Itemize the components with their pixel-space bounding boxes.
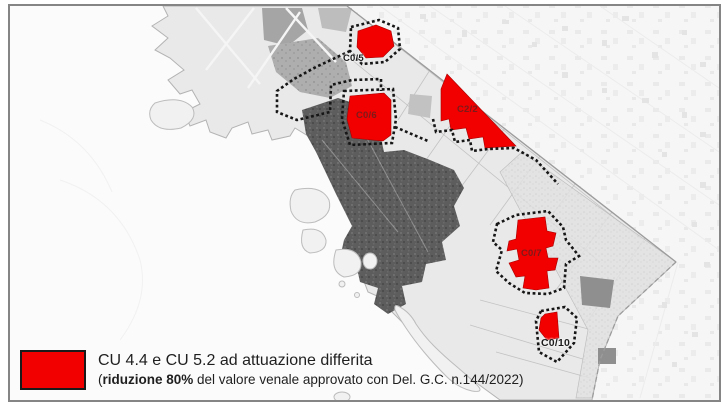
red-zones [346, 24, 560, 341]
lagoon-islands [149, 99, 481, 400]
roads [195, 7, 337, 89]
zone-c0-10-polygon [538, 311, 560, 341]
zone-label-c0-7: C0/7 [521, 248, 542, 259]
zone-label-c2-2: C2/2 [457, 104, 478, 115]
legend-red-swatch [20, 350, 86, 390]
zone-label-c0-6: C0/6 [356, 110, 377, 121]
water-contours [39, 119, 143, 341]
map-canvas [10, 6, 719, 400]
legend-title: CU 4.4 e CU 5.2 ad attuazione differita [98, 352, 373, 369]
map-frame: C0/5 C0/6 C2/2 C0/7 C0/10 CU 4.4 e CU 5.… [8, 4, 721, 402]
faded-outside-area [347, 6, 719, 400]
municipal-boundary-dashed [591, 261, 677, 400]
municipal-boundary-line [346, 6, 677, 263]
zone-c0-7-polygon [506, 216, 559, 291]
zone-dashed-boundaries [275, 18, 581, 364]
legend-subtitle: (riduzione 80% del valore venale approva… [98, 371, 523, 388]
zone-label-c0-5: C0/5 [343, 53, 364, 64]
legend-subtitle-rest: del valore venale approvato con Del. G.C… [193, 372, 524, 387]
legend: CU 4.4 e CU 5.2 ad attuazione differita … [20, 350, 523, 390]
zone-label-c0-10: C0/10 [541, 337, 571, 349]
urban-area [302, 98, 464, 314]
legend-text: CU 4.4 e CU 5.2 ad attuazione differita … [98, 350, 523, 388]
legend-subtitle-open: ( [98, 372, 103, 387]
zone-c0-6-polygon [346, 92, 392, 142]
legend-subtitle-bold: riduzione 80% [102, 372, 194, 387]
zone-c0-5-polygon [356, 24, 395, 59]
zone-c2-2-polygon [440, 73, 517, 149]
